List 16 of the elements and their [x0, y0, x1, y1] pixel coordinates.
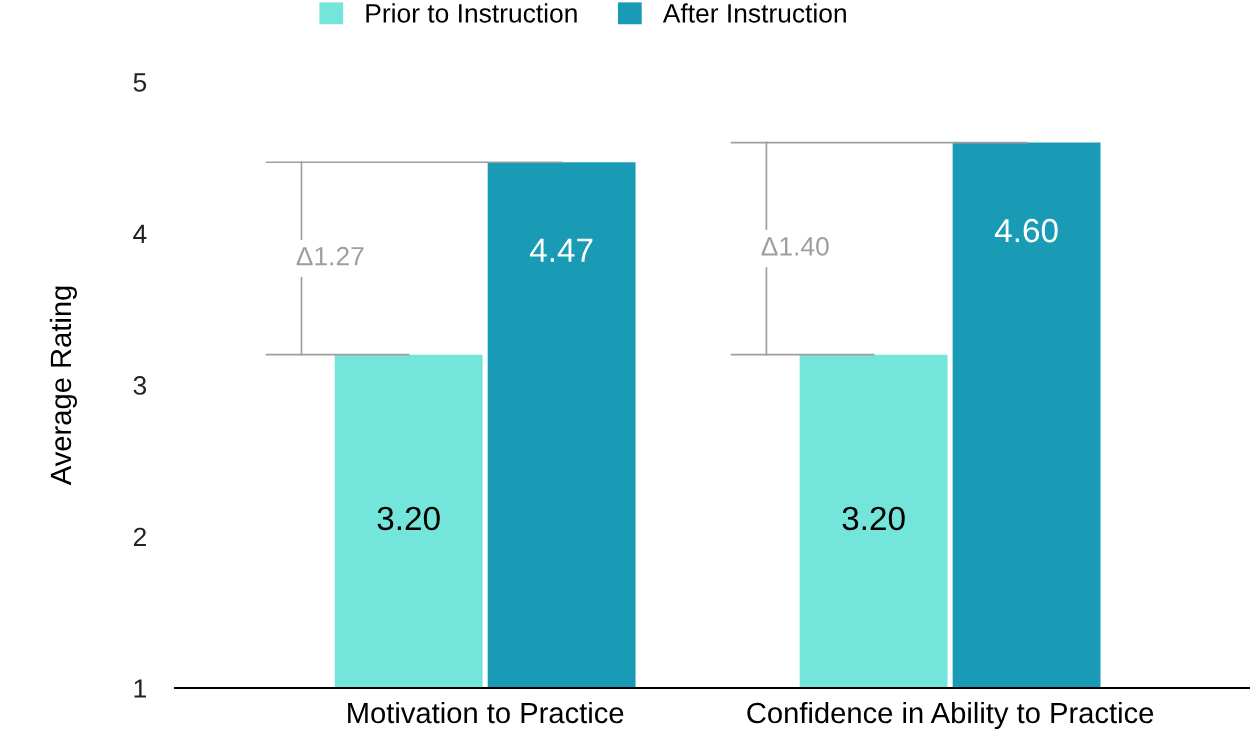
data-label: 3.20	[842, 506, 905, 531]
annotation: Δ1.40	[761, 237, 829, 256]
annotation: Δ1.27	[296, 246, 364, 266]
y-tick-label: 1	[134, 679, 146, 698]
legend-label: Prior to Instruction	[366, 3, 577, 23]
data-label: 3.20	[377, 506, 440, 531]
x-tick-label: Confidence in Ability to Practice	[747, 701, 1154, 730]
x-tick-label: Motivation to Practice	[348, 701, 624, 724]
y-tick-label: 5	[133, 73, 147, 92]
legend-label: After Instruction	[662, 3, 846, 23]
data-label: 4.47	[529, 238, 593, 262]
y-tick-label: 2	[133, 527, 146, 547]
data-label: 4.60	[994, 218, 1058, 243]
y-axis-title: Average Rating	[49, 286, 77, 486]
y-tick-label: 4	[133, 224, 147, 244]
y-tick-label: 3	[133, 376, 147, 395]
